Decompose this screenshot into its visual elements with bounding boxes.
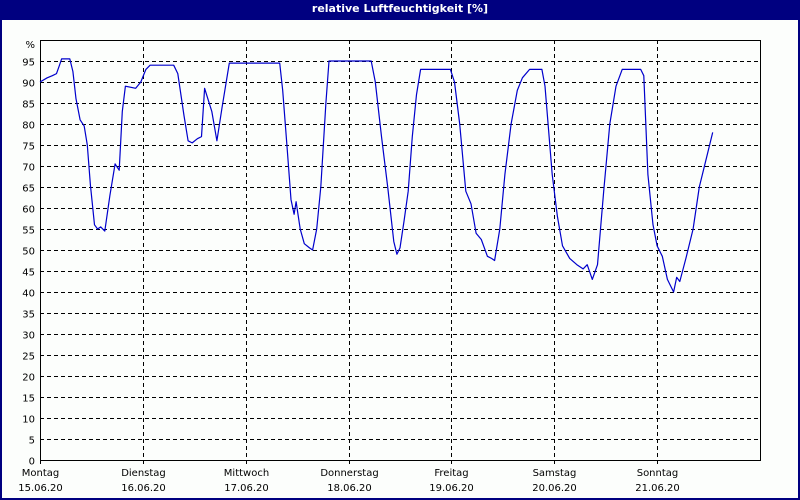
y-tick-label: 95 [22,58,35,69]
y-tick-label: 25 [22,352,35,363]
y-tick-label: 70 [22,163,35,174]
x-date-label: 16.06.20 [121,483,166,494]
y-tick-label: 50 [22,247,35,258]
x-date-label: 21.06.20 [635,483,680,494]
x-date-label: 15.06.20 [18,483,63,494]
x-day-label: Sonntag [637,468,679,479]
x-date-label: 18.06.20 [327,483,372,494]
y-unit-label: % [25,40,35,51]
x-day-label: Samstag [533,468,577,479]
grid-lines [40,40,760,460]
y-tick-label: 35 [22,310,35,321]
y-tick-label: 75 [22,142,35,153]
y-tick-label: 80 [22,121,35,132]
y-tick-label: 20 [22,373,35,384]
y-tick-label: 40 [22,289,35,300]
y-tick-label: 15 [22,394,35,405]
plot-frame [40,40,761,461]
x-date-label: 17.06.20 [224,483,269,494]
x-day-label: Mittwoch [224,468,269,479]
y-tick-label: 60 [22,205,35,216]
y-tick-label: 55 [22,226,35,237]
y-tick-label: 65 [22,184,35,195]
y-tick-label: 45 [22,268,35,279]
x-day-label: Dienstag [121,468,166,479]
x-day-label: Donnerstag [320,468,378,479]
y-tick-label: 85 [22,100,35,111]
humidity-series-line [39,58,714,293]
x-axis: Montag 15.06.20 Dienstag 16.06.20 Mittwoch 17… [18,460,680,494]
x-day-label: Montag [22,468,59,479]
x-date-label: 20.06.20 [532,483,577,494]
y-tick-label: 0 [29,457,35,468]
y-tick-label: 30 [22,331,35,342]
chart-title: relative Luftfeuchtigkeit [%] [311,2,489,15]
y-axis: 0 5 10 15 20 25 30 35 40 45 50 55 60 65 70 75 80 85 90 95% [22,40,35,468]
chart-area: 0 5 10 15 20 25 30 35 40 45 50 55 60 65 70 75 80 85 90 95% … [2,20,798,498]
x-date-label: 19.06.20 [429,483,474,494]
y-tick-label: 5 [29,436,35,447]
humidity-line-chart: 05101520253035404550556065707580859095% … [18,40,761,494]
y-tick-label: 90 [22,79,35,90]
y-tick-label: 10 [22,415,35,426]
x-day-label: Freitag [434,468,468,479]
